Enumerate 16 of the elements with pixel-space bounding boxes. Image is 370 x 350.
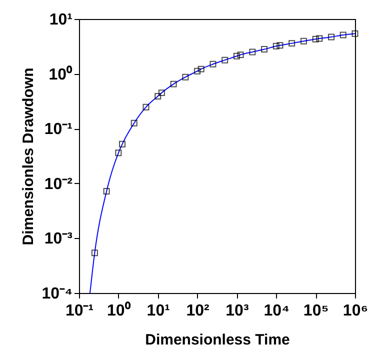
x-axis-title: Dimensionless Time [145,332,290,348]
y-tick-label: 10¹ [49,12,72,28]
y-tick-label: 10⁻² [44,176,72,193]
y-tick-label: 10⁻³ [44,230,72,248]
y-tick-label: 10⁻⁴ [42,286,73,302]
x-tick-label: 10⁶ [342,302,368,320]
x-tick-label: 10¹ [146,302,170,320]
x-tick-label: 10⁴ [264,302,290,320]
y-tick-label: 10⁰ [48,65,72,84]
x-tick-label: 10⁵ [303,302,329,320]
x-tick-label: 10² [186,302,210,320]
y-axis-title: Dimensionles Drawdown [20,68,37,246]
x-tick-label: 10⁰ [107,302,131,320]
x-tick-label: 10⁻¹ [65,302,94,320]
x-tick-label: 10³ [226,302,249,320]
y-tick-label: 10⁻¹ [44,121,72,138]
